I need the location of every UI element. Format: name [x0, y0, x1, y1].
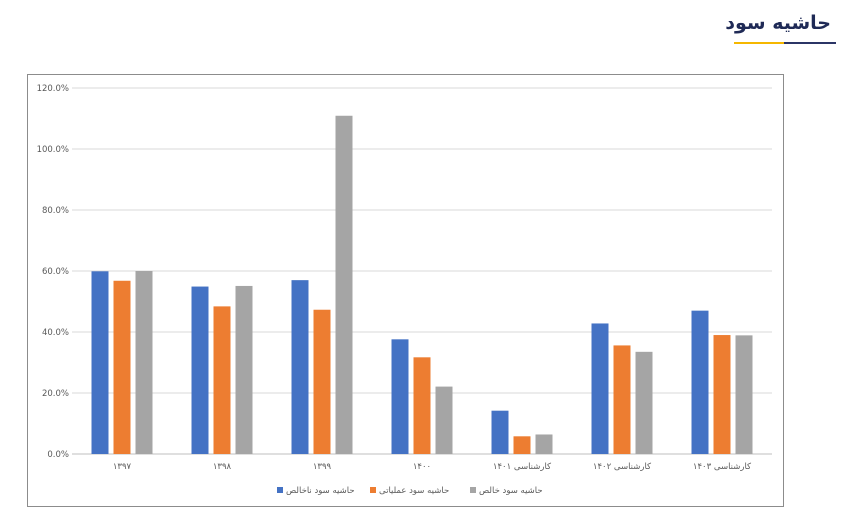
y-tick-label: 80.0%: [42, 206, 69, 216]
bar: [613, 345, 631, 454]
chart-frame: 0.0% 20.0% 40.0% 60.0% 80.0% 100.0% 120.0% ۱۳۹…: [27, 74, 784, 507]
bar: [213, 306, 231, 454]
bar: [335, 115, 353, 454]
bar: [413, 357, 431, 454]
bars: [91, 115, 753, 454]
bar: [113, 280, 131, 454]
x-tick-label: ۱۳۹۷: [113, 462, 132, 472]
bar: [435, 386, 453, 454]
bar: [713, 335, 731, 454]
bar: [313, 309, 331, 454]
y-tick-label: 20.0%: [42, 389, 69, 399]
legend-swatch: [277, 487, 283, 493]
bar: [135, 271, 153, 454]
x-tick-label: کارشناسی ۱۴۰۲: [593, 462, 652, 472]
bar: [491, 410, 509, 454]
title-underline: [734, 42, 836, 44]
bar: [635, 351, 653, 454]
bar: [513, 436, 531, 454]
y-axis-ticks: 0.0% 20.0% 40.0% 60.0% 80.0% 100.0% 120.0%: [37, 84, 69, 460]
y-tick-label: 40.0%: [42, 328, 69, 338]
bar: [735, 335, 753, 454]
bar: [235, 285, 253, 454]
x-axis-categories: ۱۳۹۷ ۱۳۹۸ ۱۳۹۹ ۱۴۰۰ کارشناسی ۱۴۰۱ کارشناسی ۱۴…: [113, 462, 752, 472]
legend-label: حاشیه سود ناخالص: [286, 486, 355, 496]
bar: [535, 434, 553, 454]
y-tick-label: 120.0%: [37, 84, 69, 94]
legend-swatch: [470, 487, 476, 493]
bar: [391, 339, 409, 454]
x-tick-label: ۱۴۰۰: [413, 462, 431, 472]
bar: [191, 286, 209, 454]
legend: حاشیه سود ناخالص حاشیه سود عملیاتی حاشیه س…: [277, 486, 543, 496]
legend-label: حاشیه سود خالص: [479, 486, 543, 496]
bar: [691, 310, 709, 454]
y-tick-label: 0.0%: [47, 450, 69, 460]
y-tick-label: 100.0%: [37, 145, 69, 155]
legend-label: حاشیه سود عملیاتی: [379, 486, 449, 496]
page-title: حاشیه سود: [725, 12, 831, 34]
bar: [91, 271, 109, 454]
bar-chart: 0.0% 20.0% 40.0% 60.0% 80.0% 100.0% 120.0% ۱۳۹…: [37, 84, 772, 496]
gridlines: [72, 87, 772, 455]
bar: [591, 323, 609, 454]
x-tick-label: کارشناسی ۱۴۰۱: [493, 462, 552, 472]
title-underline-accent: [734, 42, 784, 44]
y-tick-label: 60.0%: [42, 267, 69, 277]
x-tick-label: ۱۳۹۹: [313, 462, 332, 472]
x-tick-label: ۱۳۹۸: [213, 462, 232, 472]
x-tick-label: کارشناسی ۱۴۰۳: [693, 462, 752, 472]
legend-swatch: [370, 487, 376, 493]
bar: [291, 280, 309, 454]
